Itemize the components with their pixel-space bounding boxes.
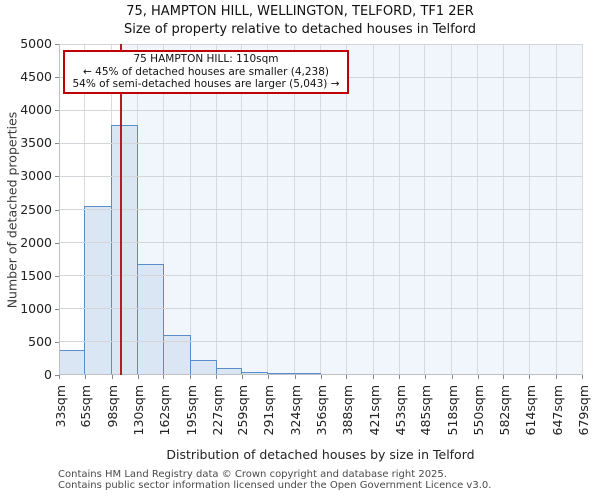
- x-tick-label-text: 291sqm: [261, 385, 277, 436]
- x-tick-mark: [241, 375, 243, 379]
- histogram-bar: [137, 264, 164, 375]
- x-tick-label-text: 388sqm: [339, 385, 355, 436]
- x-tick-mark: [582, 375, 583, 379]
- histogram-bar: [162, 334, 191, 375]
- horizontal-gridline: [59, 175, 582, 177]
- annotation-line-3: 54% of semi-detached houses are larger (…: [72, 78, 340, 90]
- y-tick-mark: [55, 44, 59, 45]
- plot-area: [58, 43, 583, 375]
- x-tick-label: 679sqm: [576, 382, 600, 435]
- histogram-bar: [58, 349, 86, 375]
- x-tick-label-text: 130sqm: [131, 385, 147, 436]
- x-tick-label-text: 356sqm: [314, 385, 329, 436]
- vertical-gridline: [581, 44, 583, 375]
- y-tick-label: 500: [28, 333, 52, 349]
- x-tick-mark: [373, 375, 375, 379]
- y-tick-label: 4000: [20, 102, 52, 118]
- annotation-line-1: 75 HAMPTON HILL: 110sqm: [133, 53, 279, 65]
- y-tick-mark: [55, 341, 59, 343]
- footer-attribution-line-1: Contains HM Land Registry data © Crown c…: [58, 469, 447, 480]
- horizontal-gridline: [59, 142, 582, 144]
- x-tick-label-text: 582sqm: [496, 385, 512, 436]
- y-tick-mark: [55, 275, 59, 277]
- horizontal-gridline: [59, 43, 582, 45]
- x-tick-mark: [294, 375, 296, 379]
- histogram-bar: [111, 125, 139, 375]
- horizontal-gridline: [59, 341, 582, 343]
- histogram-bar: [84, 205, 113, 375]
- x-tick-label-text: 162sqm: [156, 385, 172, 436]
- x-tick-label-text: 647sqm: [549, 385, 565, 436]
- x-tick-label-text: 227sqm: [209, 385, 225, 436]
- x-tick-mark: [503, 375, 505, 379]
- y-tick-label: 3500: [20, 135, 52, 151]
- x-tick-mark: [137, 375, 139, 379]
- x-axis-title: Distribution of detached houses by size …: [166, 447, 475, 462]
- footer-attribution-line-2: Contains public sector information licen…: [58, 480, 492, 491]
- x-tick-mark: [424, 375, 426, 379]
- x-tick-label-text: 33sqm: [52, 385, 68, 428]
- x-tick-mark: [529, 375, 531, 379]
- x-tick-label-text: 550sqm: [471, 385, 487, 436]
- histogram-bar: [215, 368, 243, 375]
- horizontal-gridline: [59, 275, 582, 277]
- x-tick-label-text: 453sqm: [392, 385, 408, 436]
- y-tick-label: 0: [44, 367, 52, 382]
- x-tick-mark: [216, 375, 218, 379]
- x-tick-label-text: 421sqm: [366, 385, 382, 436]
- y-tick-mark: [55, 209, 59, 211]
- x-tick-mark: [451, 375, 453, 379]
- horizontal-gridline: [59, 308, 582, 310]
- x-tick-label-text: 679sqm: [575, 385, 591, 436]
- y-tick-label: 2000: [20, 234, 52, 250]
- x-tick-label-text: 324sqm: [288, 385, 304, 436]
- horizontal-gridline: [59, 209, 582, 210]
- x-tick-mark: [267, 375, 269, 379]
- y-axis-title: Number of detached properties: [4, 111, 20, 309]
- y-tick-mark: [55, 176, 59, 178]
- horizontal-gridline: [59, 109, 582, 111]
- y-tick-mark: [55, 308, 59, 310]
- chart-subtitle: Size of property relative to detached ho…: [123, 22, 477, 37]
- horizontal-gridline: [59, 242, 582, 244]
- annotation-line-2: ← 45% of detached houses are smaller (4,…: [83, 65, 329, 78]
- chart-title: 75, HAMPTON HILL, WELLINGTON, TELFORD, T…: [126, 4, 474, 19]
- histogram-bar: [189, 359, 217, 375]
- y-tick-mark: [55, 110, 59, 112]
- x-tick-label-text: 195sqm: [183, 385, 199, 436]
- y-tick-mark: [55, 77, 59, 79]
- x-tick-mark: [111, 375, 113, 379]
- x-tick-mark: [320, 375, 322, 379]
- x-tick-label-text: 98sqm: [105, 385, 121, 428]
- y-tick-label: 1000: [20, 300, 52, 316]
- y-tick-label: 4500: [20, 69, 52, 85]
- y-tick-mark: [55, 242, 59, 244]
- x-tick-label-text: 259sqm: [235, 385, 251, 436]
- x-tick-mark: [190, 375, 192, 379]
- annotation-box: 75 HAMPTON HILL: 110sqm ← 45% of detache…: [63, 50, 349, 94]
- y-tick-label: 1500: [20, 267, 52, 283]
- x-tick-mark: [163, 375, 165, 379]
- y-tick-label: 3000: [20, 168, 52, 184]
- x-tick-mark: [84, 375, 86, 379]
- x-tick-mark: [477, 375, 479, 379]
- x-tick-mark: [59, 375, 60, 379]
- x-tick-mark: [399, 375, 401, 379]
- y-tick-label: 2500: [20, 201, 52, 217]
- y-tick-mark: [55, 375, 59, 376]
- property-size-marker-line: [120, 44, 123, 375]
- y-tick-label: 5000: [20, 36, 52, 51]
- x-tick-label-text: 65sqm: [78, 385, 94, 428]
- x-tick-label-text: 614sqm: [522, 385, 538, 436]
- x-tick-label-text: 485sqm: [418, 385, 434, 436]
- y-tick-mark: [55, 143, 59, 145]
- x-tick-mark: [556, 375, 558, 379]
- x-tick-label-text: 518sqm: [445, 385, 461, 436]
- x-axis-line: [59, 374, 582, 375]
- y-axis-line: [59, 44, 60, 375]
- x-tick-mark: [346, 375, 348, 379]
